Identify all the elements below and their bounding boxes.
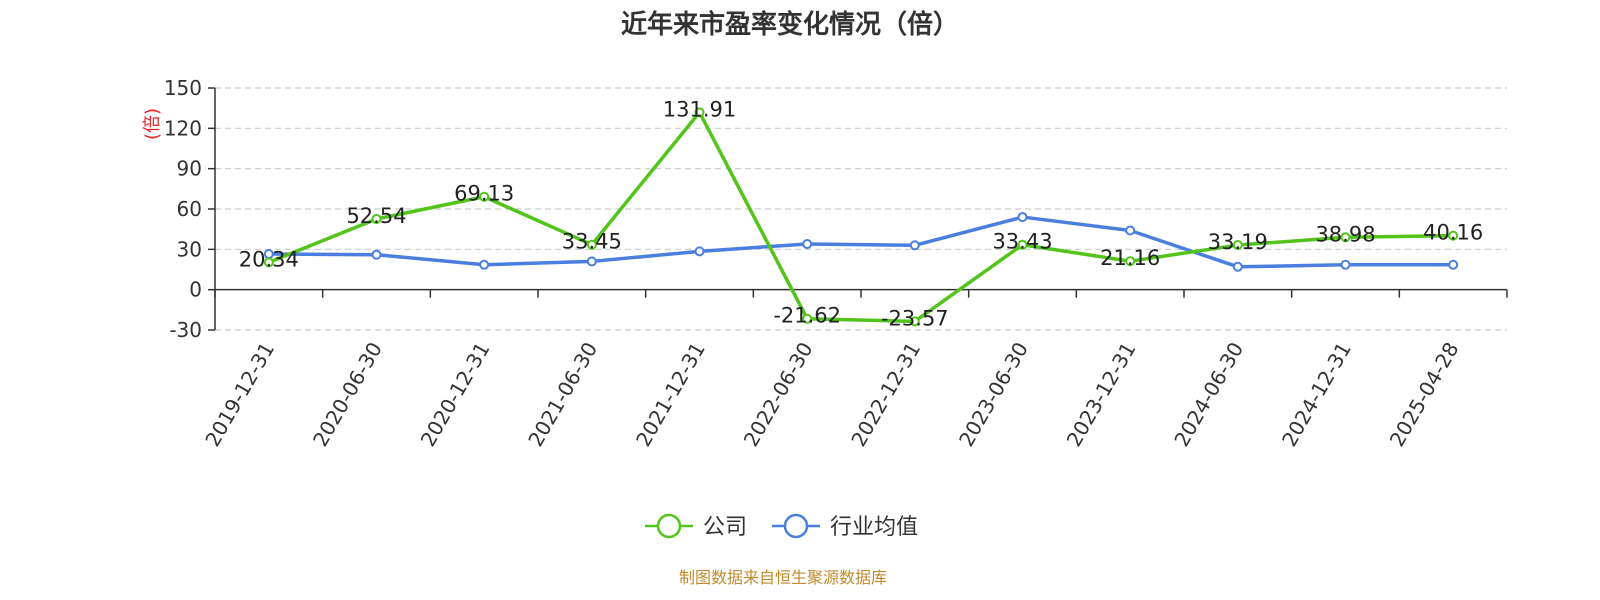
data-point-company [1340,232,1351,243]
data-label: 33.43 [992,230,1052,254]
data-point-industry-average [586,256,597,267]
data-label: 131.91 [663,97,736,121]
data-point-industry-average [1340,259,1351,270]
data-label: 69.13 [454,182,514,206]
data-labels: 20.34 52.54 69.13 33.45 131.91 -21.62 -23.57 33… [239,97,1483,330]
x-axis-ticks: 2019-12-31 2020-06-30 2020-12-31 2021-06-30… [200,289,1508,451]
data-point-company [586,239,597,250]
y-tick-label: 90 [177,157,202,181]
x-tick-label: 2024-12-31 [1277,338,1356,451]
data-label: 33.19 [1208,230,1268,254]
data-point-company [1448,230,1459,241]
x-tick-label: 2020-06-30 [308,338,387,451]
data-point-industry-average [909,240,920,251]
legend-item-industry-average[interactable]: 行业均值 [772,513,918,540]
data-point-industry-average [1017,212,1028,223]
data-point-industry-average [479,259,490,270]
x-tick-label: 2020-12-31 [416,338,495,451]
source-note: 制图数据来自恒生聚源数据库 [679,568,887,587]
series-line-company [268,110,1454,324]
data-label: 20.34 [239,247,299,271]
data-point-industry-average [371,249,382,260]
x-tick-label: 2024-06-30 [1169,338,1248,451]
data-point-company [1232,240,1243,251]
data-point-industry-average [1232,261,1243,272]
data-label: 21.16 [1100,246,1160,270]
legend-marker [656,513,682,539]
data-point-industry-average [694,246,705,257]
data-label: 52.54 [346,204,406,228]
y-tick-label: 150 [164,76,202,100]
y-tick-label: 120 [164,116,202,140]
x-tick-label: 2023-06-30 [954,338,1033,451]
data-point-company [694,107,705,118]
y-tick-label: 30 [177,237,202,261]
legend-item-company[interactable]: 公司 [645,513,747,540]
data-point-company [802,313,813,324]
data-label: 38.98 [1315,222,1375,246]
x-tick-label: 2021-06-30 [523,338,602,451]
data-point-industry-average [1448,259,1459,270]
legend-label: 公司 [703,515,747,540]
y-axis-unit: (倍) [142,108,163,140]
y-axis-ticks: -30 0 30 60 90 120 150 [164,76,215,342]
y-tick-label: 0 [189,278,202,302]
data-point-industry-average [802,238,813,249]
x-tick-label: 2021-12-31 [631,338,710,451]
series-line-industry-average [268,215,1454,269]
x-tick-label: 2022-06-30 [739,338,818,451]
grid-lines [215,87,1507,331]
x-tick-label: 2022-12-31 [846,338,925,451]
data-point-company [263,257,274,268]
data-label: 33.45 [562,230,622,254]
chart-title: 近年来市盈率变化情况（倍） [621,9,959,40]
data-label: -23.57 [881,306,949,330]
data-point-company [909,316,920,327]
data-point-company [1017,239,1028,250]
data-point-company [1125,256,1136,267]
x-tick-label: 2023-12-31 [1062,338,1141,451]
x-tick-label: 2025-04-28 [1385,338,1464,451]
x-tick-label: 2019-12-31 [200,338,279,451]
data-point-company [371,214,382,225]
data-label: 40.16 [1423,221,1483,245]
y-tick-label: -30 [169,318,202,342]
legend[interactable]: 公司 行业均值 [645,513,918,540]
series-lines [263,107,1459,327]
y-tick-label: 60 [177,197,202,221]
legend-label: 行业均值 [830,515,918,540]
data-point-company [479,191,490,202]
legend-marker [783,513,809,539]
data-label: -21.62 [773,304,841,328]
data-point-industry-average [1125,225,1136,236]
